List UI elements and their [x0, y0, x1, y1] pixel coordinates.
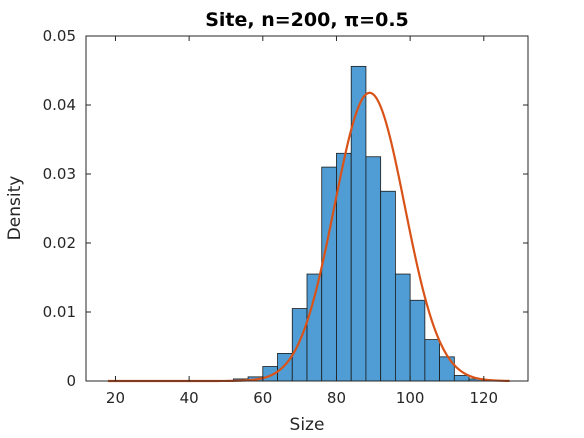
x-tick-label: 120 [469, 389, 498, 407]
x-tick-label: 60 [253, 389, 272, 407]
x-tick-label: 40 [180, 389, 199, 407]
ticks-layer: 20 40 60 80 100 120 0 0.01 0.02 0.03 0.04 0.05 [43, 27, 528, 407]
histogram-bar [453, 375, 470, 382]
y-axis-label: Density [5, 176, 25, 241]
histogram-bar [380, 190, 396, 382]
y-tick-label: 0.04 [43, 96, 76, 114]
y-tick-label: 0.02 [43, 234, 76, 252]
y-tick-label: 0.03 [43, 165, 76, 183]
chart-title: Site, n=200, π=0.5 [205, 9, 409, 31]
histogram-bar [394, 273, 411, 382]
histogram-bar [439, 356, 455, 382]
y-tick-label: 0.01 [43, 303, 76, 321]
x-tick-label: 20 [106, 389, 125, 407]
histogram-bar [306, 273, 323, 382]
y-tick-label: 0.05 [43, 27, 76, 45]
histogram-bar [291, 308, 308, 382]
x-tick-label: 100 [396, 389, 425, 407]
bars-layer [232, 65, 499, 382]
histogram-bar [365, 156, 382, 382]
histogram-bar [409, 299, 426, 382]
x-tick-label: 80 [327, 389, 346, 407]
x-axis-label: Size [290, 415, 325, 435]
axes-box [85, 35, 529, 382]
histogram-bar [424, 339, 440, 382]
histogram-bar [350, 65, 367, 382]
y-tick-label: 0 [66, 372, 76, 390]
histogram-bar [321, 166, 337, 382]
